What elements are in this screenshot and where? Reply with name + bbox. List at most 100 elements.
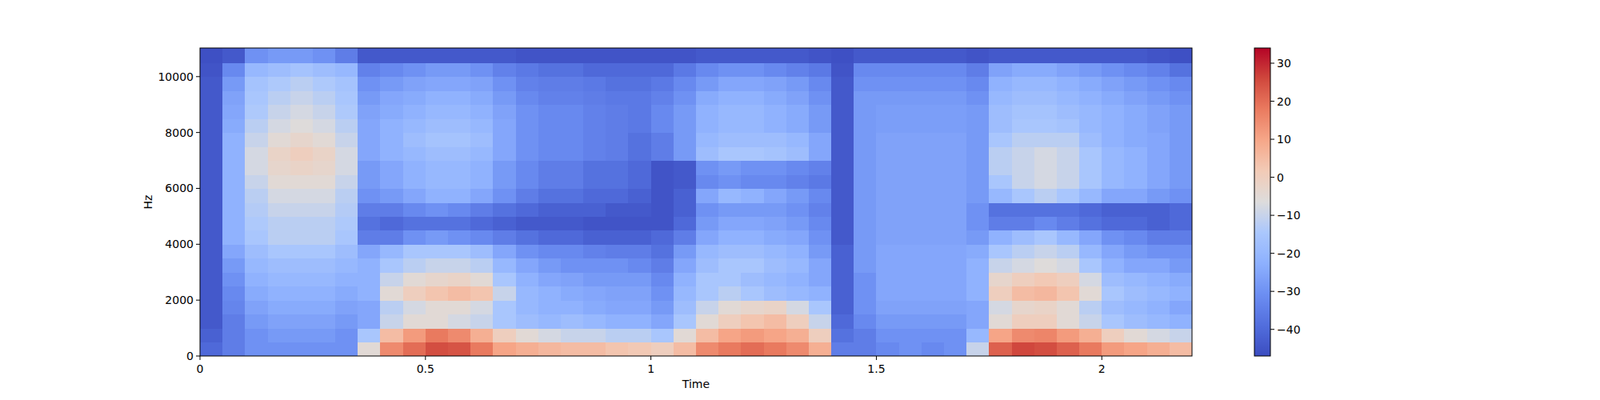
cell (808, 258, 832, 273)
cell (222, 118, 246, 133)
cell (899, 160, 923, 176)
cell (1079, 342, 1103, 356)
cell (1056, 216, 1080, 231)
cell (380, 76, 404, 92)
cell (200, 90, 224, 105)
cell (876, 188, 900, 203)
cell (628, 132, 652, 148)
cell (899, 202, 923, 217)
cell (853, 146, 877, 161)
cell (1147, 272, 1171, 287)
cell (470, 90, 494, 105)
cell (740, 90, 764, 105)
cell (988, 258, 1012, 273)
cell (1034, 104, 1058, 120)
cell (448, 48, 472, 64)
cell (268, 216, 292, 231)
cell (425, 216, 449, 231)
cell (1124, 188, 1148, 203)
cell (876, 104, 900, 120)
cell (628, 258, 652, 273)
cell (786, 272, 810, 287)
cell (1169, 48, 1192, 64)
cell (628, 90, 652, 105)
cell (808, 104, 832, 120)
cell (988, 160, 1012, 176)
cell (740, 76, 764, 92)
cell (312, 272, 336, 287)
cell (470, 202, 494, 217)
cell (740, 230, 764, 245)
cell (808, 48, 832, 64)
cell (268, 76, 292, 92)
cell (448, 328, 472, 343)
cell (831, 132, 855, 148)
cell (628, 76, 652, 92)
cell (605, 62, 629, 77)
cell (605, 188, 629, 203)
cell (538, 314, 562, 329)
cell (357, 300, 381, 315)
cell (516, 230, 540, 245)
cell (312, 104, 336, 120)
cell (560, 132, 584, 148)
cell (1169, 314, 1192, 329)
cell (312, 160, 336, 176)
cell (853, 76, 877, 92)
cell (403, 300, 427, 315)
cell (583, 258, 607, 273)
cell (492, 174, 516, 189)
cell (740, 48, 764, 64)
cell (696, 104, 720, 120)
cell (944, 160, 968, 176)
cell (583, 90, 607, 105)
cell (696, 244, 720, 259)
cell (988, 300, 1012, 315)
cell (538, 272, 562, 287)
cell (899, 328, 923, 343)
cell (290, 244, 314, 259)
cell (244, 118, 268, 133)
cell (853, 188, 877, 203)
cell (1079, 258, 1103, 273)
cell (448, 90, 472, 105)
cell (380, 118, 404, 133)
cell (1056, 118, 1080, 133)
cell (628, 118, 652, 133)
cell (1147, 76, 1171, 92)
cell (335, 48, 359, 64)
cell (628, 342, 652, 356)
cell (1079, 118, 1103, 133)
cell (200, 216, 224, 231)
cell (988, 104, 1012, 120)
cell (222, 258, 246, 273)
cell (628, 202, 652, 217)
cell (966, 118, 990, 133)
cell (853, 300, 877, 315)
cell (290, 174, 314, 189)
cell (560, 48, 584, 64)
cell (244, 76, 268, 92)
cell (357, 174, 381, 189)
cell (583, 48, 607, 64)
cell (1147, 286, 1171, 301)
cell (538, 286, 562, 301)
cell (718, 258, 742, 273)
cell (1124, 286, 1148, 301)
cell (966, 230, 990, 245)
cell (1147, 48, 1171, 64)
cell (651, 188, 675, 203)
cell (492, 76, 516, 92)
cell (403, 314, 427, 329)
cell (628, 328, 652, 343)
cell (425, 90, 449, 105)
cell (696, 314, 720, 329)
cell (470, 216, 494, 231)
x-tick (650, 356, 652, 360)
colorbar-tick (1270, 328, 1275, 330)
cell (200, 314, 224, 329)
cell (696, 90, 720, 105)
cell (1101, 76, 1125, 92)
cell (1101, 286, 1125, 301)
cell (244, 216, 268, 231)
